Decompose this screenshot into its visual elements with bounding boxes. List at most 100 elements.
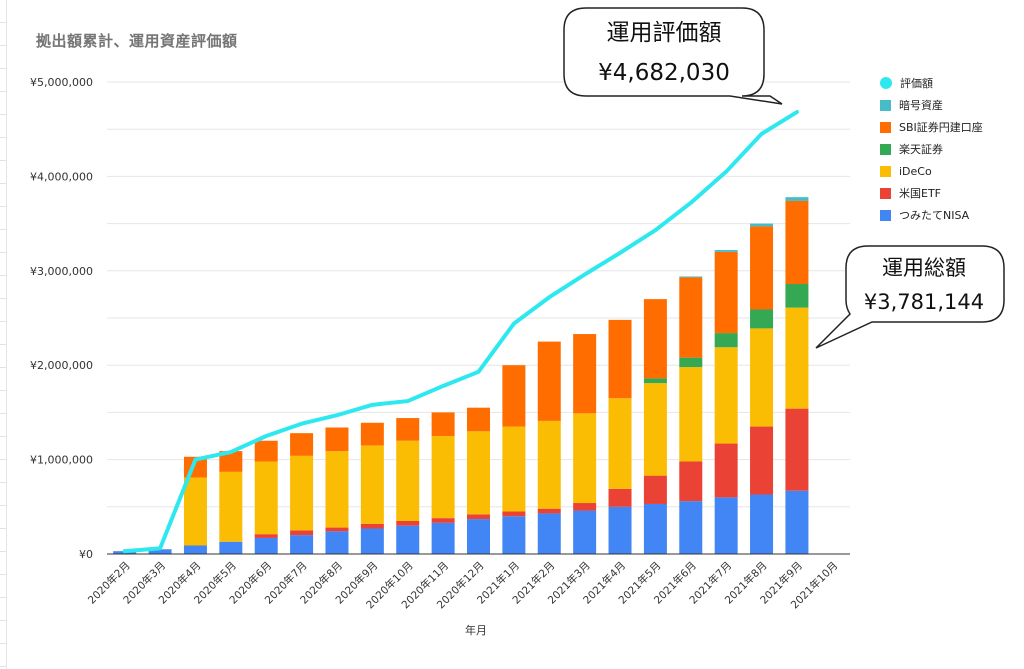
bar-segment xyxy=(643,378,667,384)
bar-segment xyxy=(502,426,526,512)
bar-segment xyxy=(396,525,420,554)
bar-segment xyxy=(396,440,420,521)
bar-segment xyxy=(608,488,632,507)
bar-segment xyxy=(537,341,561,421)
legend-label: 楽天証券 xyxy=(899,143,943,156)
legend-label: 暗号資産 xyxy=(899,99,943,112)
callout-bubble xyxy=(563,7,783,105)
line-point xyxy=(653,228,657,232)
sheet-edge xyxy=(0,0,7,669)
legend-swatch xyxy=(880,209,891,221)
bar-segment xyxy=(750,223,774,227)
bar-segment xyxy=(254,440,278,462)
legend-label: 評価額 xyxy=(900,77,933,90)
bar-segment xyxy=(502,365,526,427)
bar-segment xyxy=(679,357,703,368)
chart-title: 拠出額累計、運用資産評価額 xyxy=(36,32,238,50)
bar-segment xyxy=(643,503,667,554)
bar-segment xyxy=(573,503,597,511)
line-point xyxy=(335,413,339,417)
line-point xyxy=(724,170,728,174)
bar-segment xyxy=(573,334,597,414)
legend-item: iDeCo xyxy=(880,160,983,182)
line-point xyxy=(441,384,445,388)
line-point xyxy=(583,273,587,277)
y-tick-label: ¥5,000,000 xyxy=(30,76,93,89)
line-point xyxy=(795,110,799,114)
bar-segment xyxy=(467,431,490,515)
legend-swatch xyxy=(880,121,891,133)
line-point xyxy=(158,546,162,550)
legend-item: 米国ETF xyxy=(880,182,983,204)
line-point xyxy=(547,295,551,299)
bar-segment xyxy=(714,443,738,498)
bar-segment xyxy=(254,537,278,554)
bar-segment xyxy=(467,514,490,520)
bar-segment xyxy=(396,520,420,526)
bar-segment xyxy=(785,408,809,491)
bar-segment xyxy=(467,407,490,432)
legend-label: つみたてNISA xyxy=(899,209,970,222)
bar-segment xyxy=(502,516,526,554)
bar-segment xyxy=(431,522,455,554)
legend-label: iDeCo xyxy=(899,164,932,178)
line-point xyxy=(477,370,480,374)
bar-segment xyxy=(573,413,597,504)
legend-swatch xyxy=(880,165,891,177)
line-point xyxy=(300,422,304,426)
callout-label: 運用評価額 xyxy=(607,20,722,46)
bar-segment xyxy=(467,519,490,554)
bar-segment xyxy=(785,197,809,201)
bar-segment xyxy=(608,506,632,554)
bar-segment xyxy=(254,461,278,535)
line-point xyxy=(123,549,127,553)
bar-segment xyxy=(643,299,667,379)
bar-segment xyxy=(679,367,703,462)
bar-segment xyxy=(183,477,207,546)
line-point xyxy=(264,434,268,438)
legend-label: SBI証券円建口座 xyxy=(899,121,983,134)
legend-swatch xyxy=(880,99,891,111)
bar-segment xyxy=(785,307,809,409)
bar-segment xyxy=(537,508,561,514)
callout-value: ¥4,682,030 xyxy=(598,60,730,86)
bar-segment xyxy=(360,528,384,554)
bar-segment xyxy=(360,422,384,446)
legend-swatch xyxy=(880,187,891,199)
y-tick-label: ¥0 xyxy=(79,548,93,561)
legend-swatch xyxy=(880,143,891,155)
bar-segment xyxy=(679,501,703,554)
bar-segment xyxy=(785,284,809,308)
bar-segment xyxy=(325,427,349,452)
bar-segment xyxy=(750,328,774,427)
bar-segment xyxy=(502,511,526,517)
callout-sougaku: 運用総額 ¥3,781,144 xyxy=(815,245,1005,349)
legend-item: つみたてNISA xyxy=(880,204,983,226)
bar-segment xyxy=(290,433,314,456)
bar-segment xyxy=(290,530,314,536)
line-point xyxy=(689,201,693,205)
bar-segment xyxy=(537,513,561,554)
line-point xyxy=(406,399,410,403)
bar-segment xyxy=(219,541,243,554)
line-point xyxy=(618,251,622,255)
bar-segment xyxy=(290,455,314,531)
bar-segment xyxy=(750,426,774,495)
bar-segment xyxy=(608,398,632,489)
bar-segment xyxy=(714,347,738,444)
bar-segment xyxy=(643,475,667,504)
bar-segment xyxy=(431,436,455,519)
bar-segment xyxy=(360,523,384,529)
bar-segment xyxy=(183,545,207,554)
y-tick-label: ¥4,000,000 xyxy=(30,170,93,183)
callout-value: ¥3,781,144 xyxy=(864,290,984,314)
bar-segment xyxy=(148,549,172,554)
bar-segment xyxy=(608,319,632,399)
bar-segment xyxy=(679,277,703,358)
legend-swatch xyxy=(880,77,892,89)
legend-item: 評価額 xyxy=(880,72,983,94)
bar-segment xyxy=(714,333,738,348)
callout-label: 運用総額 xyxy=(882,256,966,280)
bar-segment xyxy=(325,531,349,554)
